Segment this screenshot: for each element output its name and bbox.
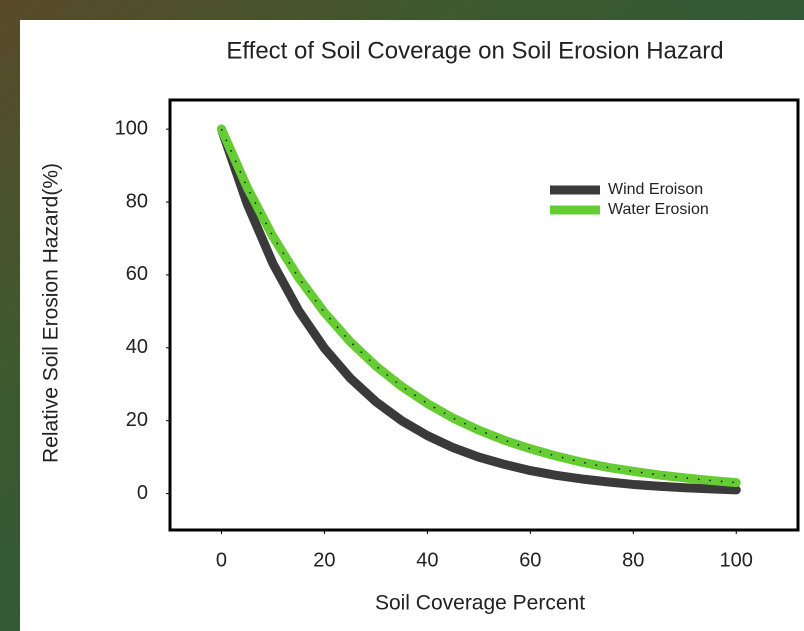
y-tick-label: 60 [126, 263, 148, 285]
x-tick-label: 100 [720, 549, 753, 571]
y-tick-label: 80 [126, 190, 148, 212]
y-tick-label: 20 [126, 409, 148, 431]
x-tick-label: 0 [216, 549, 227, 571]
y-axis-label: Relative Soil Erosion Hazard(%) [40, 163, 63, 463]
legend-label: Wind Eroison [608, 181, 703, 198]
chart-title: Effect of Soil Coverage on Soil Erosion … [226, 37, 723, 64]
series-line [216, 124, 741, 488]
plot-area: 0 20 40 60 80 100 0 20 40 60 80 100 Wind Eroison Wate… [115, 98, 800, 571]
x-axis-label: Soil Coverage Percent [375, 592, 585, 615]
x-tick-label: 20 [313, 549, 335, 571]
x-tick-label: 60 [519, 549, 541, 571]
plot-frame [168, 98, 800, 532]
y-tick-label: 100 [115, 117, 148, 139]
y-tick-label: 0 [137, 482, 148, 504]
chart-panel [20, 20, 804, 631]
y-tick-label: 40 [126, 336, 148, 358]
legend-label: Water Erosion [608, 201, 709, 218]
x-tick-label: 40 [416, 549, 438, 571]
x-tick-label: 80 [622, 549, 644, 571]
legend: Wind Eroison Water Erosion [550, 181, 709, 218]
series-line [216, 124, 741, 495]
